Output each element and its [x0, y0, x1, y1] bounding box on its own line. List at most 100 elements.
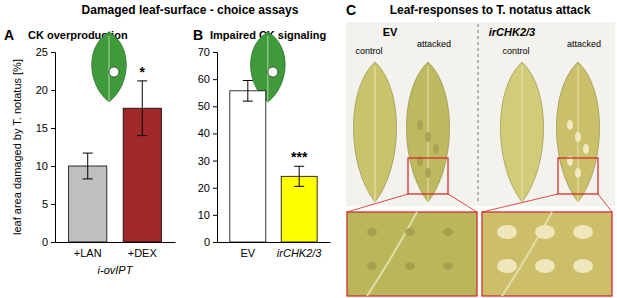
group-label: irCHK2/3: [489, 26, 535, 38]
figure-title: Damaged leaf-surface - choice assays: [82, 3, 299, 17]
zoom-damage-spot: [535, 225, 555, 239]
y-tick: 5: [42, 198, 55, 210]
y-tick-mark: [51, 166, 55, 167]
plot-marks: [230, 81, 317, 243]
y-axis: 0 5 10 15 20 25: [36, 46, 56, 248]
leaf-shape: [92, 32, 127, 102]
y-tick-mark: [213, 106, 217, 107]
y-tick-label: 5: [42, 198, 48, 210]
significance-label: ***: [291, 149, 308, 165]
divider: [478, 24, 479, 204]
y-tick-mark: [213, 242, 217, 243]
x-tick: +DEX: [128, 242, 158, 259]
leaf-damage-spot: [583, 144, 589, 154]
zoom-box: [558, 158, 598, 194]
y-tick: 0: [42, 236, 55, 248]
y-tick-mark: [213, 52, 217, 53]
panel-letter: C: [346, 2, 356, 18]
plot-marks: [69, 81, 162, 242]
leaf-photo: [556, 62, 599, 202]
panel-title: Leaf-responses to T. notatus attack: [390, 3, 591, 17]
leaf-midrib: [522, 66, 523, 202]
y-tick: 30: [198, 155, 217, 167]
y-axis: 0 10 20 30 40 50 60 70: [198, 46, 218, 248]
zoom-damage-spot: [405, 262, 415, 270]
zoom-damage-spot: [535, 259, 555, 273]
y-tick-mark: [51, 90, 55, 91]
y-tick-label: 20: [36, 84, 48, 96]
leaf-midrib: [375, 66, 376, 202]
leaf-damage: [109, 67, 119, 77]
x-axis-title: i-ovIPT: [98, 264, 134, 276]
x-tick-label: +DEX: [128, 247, 158, 259]
group-label: EV: [383, 26, 398, 38]
x-axis-line: [218, 242, 331, 243]
y-tick-mark: [213, 133, 217, 134]
y-tick-mark: [213, 79, 217, 80]
y-tick-label: 0: [204, 236, 210, 248]
zoom-connector: [347, 194, 477, 212]
y-tick: 25: [36, 46, 55, 58]
chart-panel: BImpaired CK signaling010203040506070EVi…: [193, 27, 331, 259]
leaf-vein: [109, 36, 110, 102]
x-tick: EV: [240, 242, 255, 259]
y-tick-label: 15: [36, 122, 48, 134]
x-axis: +LAN +DEX: [56, 242, 176, 259]
zoom-damage-spot: [443, 262, 453, 270]
zoom-photo: [347, 212, 477, 296]
leaf-damage-spot: [575, 132, 581, 142]
error-bar: [243, 81, 253, 102]
zoom-damage-spot: [405, 228, 415, 236]
leaf-damage-spot: [433, 144, 439, 154]
y-tick: 0: [204, 236, 217, 248]
zoom-connector: [482, 194, 612, 212]
y-tick: 10: [36, 160, 55, 172]
y-tick-mark: [213, 188, 217, 189]
zoom-vein: [367, 212, 417, 296]
y-tick-label: 30: [198, 155, 210, 167]
leaf-label: control: [502, 46, 529, 56]
zoom-photo: [482, 212, 612, 296]
photo-background: [346, 22, 615, 206]
zoom-box: [408, 158, 448, 194]
y-tick: 20: [36, 84, 55, 96]
leaf-photo: [500, 62, 543, 202]
leaf-label: attacked: [567, 39, 601, 49]
y-tick: 20: [198, 182, 217, 194]
y-axis-title: leaf area damaged by T. notatus [%]: [11, 59, 23, 235]
error-bar: [294, 166, 304, 186]
chart-panel: ACK overproduction0510152025+LAN+DEXi-ov…: [4, 27, 176, 276]
y-tick-label: 50: [198, 100, 210, 112]
y-tick-label: 10: [36, 160, 48, 172]
x-axis: EV irCHK2/3: [218, 242, 331, 259]
zoom-damage-spot: [573, 225, 593, 239]
y-tick-mark: [213, 161, 217, 162]
x-axis-line: [56, 242, 176, 243]
y-axis-line: [213, 53, 218, 243]
y-tick-label: 25: [36, 46, 48, 58]
x-tick-label: +LAN: [74, 247, 102, 259]
leaf-damage-spot: [425, 168, 431, 178]
error-bar: [137, 81, 147, 136]
zoom-vein: [502, 212, 552, 296]
y-tick-label: 70: [198, 46, 210, 58]
y-tick: 40: [198, 127, 217, 139]
zoom-damage-spot: [497, 259, 517, 273]
leaf-label: attacked: [417, 39, 451, 49]
y-tick-label: 60: [198, 73, 210, 85]
y-tick: 15: [36, 122, 55, 134]
significance-label: *: [140, 64, 146, 80]
y-tick-mark: [51, 242, 55, 243]
y-axis-line: [51, 53, 56, 243]
zoom-damage-spot: [367, 228, 377, 236]
leaf-photo: [353, 62, 396, 202]
y-tick: 10: [198, 209, 217, 221]
y-tick-mark: [51, 52, 55, 53]
leaf-damage-spot: [417, 120, 423, 130]
x-tick-label: irCHK2/3: [277, 247, 323, 259]
y-tick: 60: [198, 73, 217, 85]
leaf-damage-spot: [567, 120, 573, 130]
y-tick: 50: [198, 100, 217, 112]
leaf-damage-spot: [425, 132, 431, 142]
x-tick-label: EV: [240, 247, 255, 259]
